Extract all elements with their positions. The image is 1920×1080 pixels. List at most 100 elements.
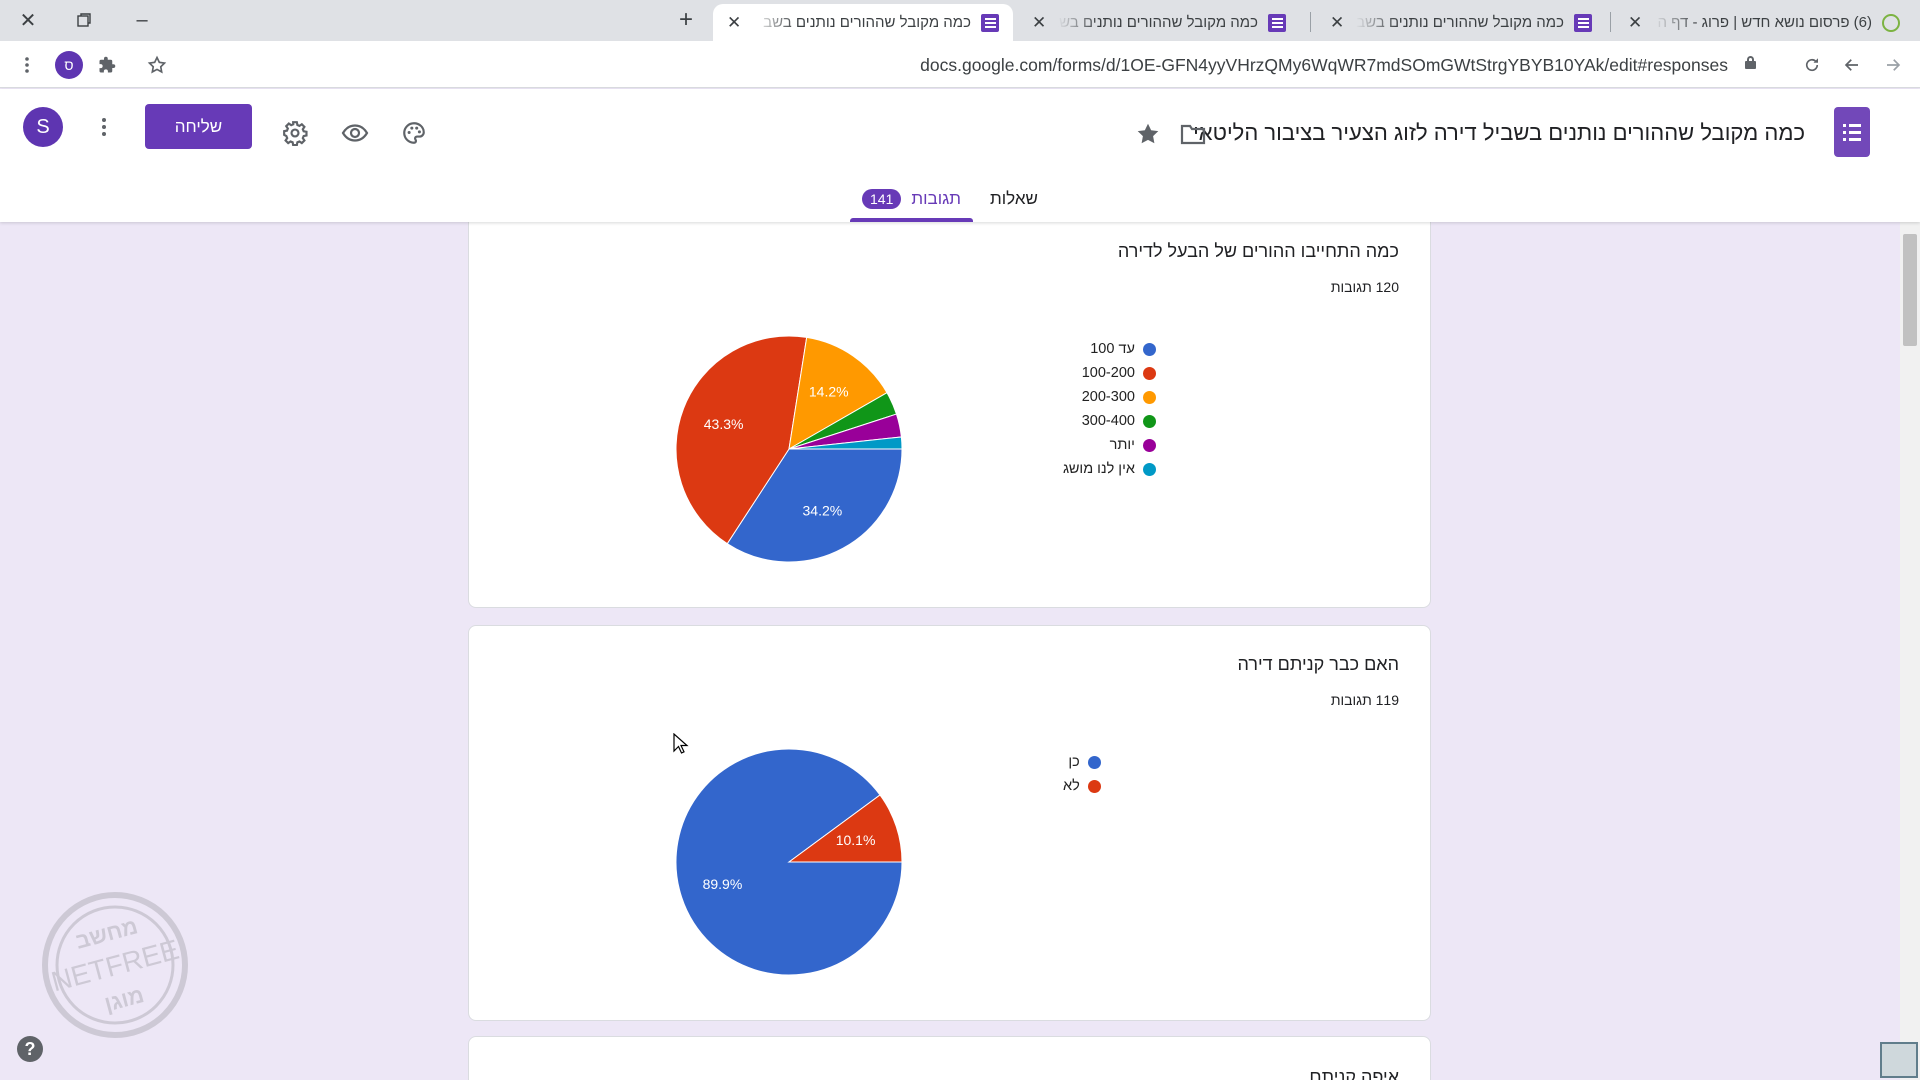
chart-legend: כן לא (1063, 750, 1101, 798)
netfree-watermark-logo: מחשב NETFREE מוגן (42, 892, 188, 1038)
tab-title: (6) פרסום נושא חדש | פרוג - דף ה (1657, 14, 1872, 31)
question-title: איפה קניתם (1309, 1067, 1399, 1080)
tab-close-icon[interactable]: ✕ (1032, 12, 1047, 32)
lock-icon[interactable] (1745, 56, 1756, 69)
tab-close-icon[interactable]: ✕ (1330, 12, 1345, 32)
browser-tab-active[interactable]: כמה מקובל שההורים נותנים בשב ✕ (713, 4, 1013, 41)
pie-slice[interactable] (788, 436, 903, 450)
legend-item[interactable]: אין לנו מושג (1063, 457, 1156, 481)
pie-slice[interactable] (675, 748, 903, 976)
palette-icon[interactable] (399, 118, 429, 148)
scrollbar-thumb[interactable] (1903, 234, 1917, 346)
window-minimize-icon[interactable]: – (136, 8, 148, 31)
browser-tab[interactable]: כמה מקובל שההורים נותנים בשב ✕ (1316, 4, 1606, 41)
star-icon[interactable] (1133, 119, 1163, 149)
page-scrollbar[interactable] (1900, 222, 1920, 1080)
legend-item[interactable]: 100-200 (1063, 361, 1156, 385)
pie-slice-label: 43.3% (704, 416, 744, 432)
tab-responses[interactable]: תגובות 141 (862, 176, 961, 222)
legend-item[interactable]: כן (1063, 750, 1101, 774)
help-icon[interactable]: ? (17, 1036, 43, 1062)
browser-profile-avatar[interactable]: ס (55, 51, 83, 79)
settings-gear-icon[interactable] (280, 118, 310, 148)
preview-eye-icon[interactable] (340, 118, 370, 148)
legend-item[interactable]: יותר (1063, 433, 1156, 457)
question-summary-card: כמה התחייבו ההורים של הבעל לדירה 120 תגו… (468, 200, 1431, 608)
tab-close-icon[interactable]: ✕ (727, 12, 742, 32)
browser-tab-strip: ✕ – + כמה מקובל שההורים נותנים בשב ✕ כמה… (0, 0, 1920, 41)
url-text: docs.google.com/forms/d/1OE-GFN4yyVHrzQM… (920, 55, 1728, 75)
browser-tab[interactable]: כמה מקובל שההורים נותנים בשב ✕ (1018, 4, 1300, 41)
google-forms-icon (1268, 13, 1286, 32)
tab-title: כמה מקובל שההורים נותנים בשב (763, 14, 971, 31)
legend-label: 300-400 (1081, 413, 1135, 429)
legend-label: יותר (1109, 437, 1135, 453)
new-tab-button[interactable]: + (678, 6, 693, 33)
question-summary-card: איפה קניתם (468, 1036, 1431, 1080)
legend-item[interactable]: 200-300 (1063, 385, 1156, 409)
tab-title: כמה מקובל שההורים נותנים בשב (1356, 14, 1564, 31)
legend-label: כן (1068, 754, 1080, 770)
legend-item[interactable]: עד 100 (1063, 337, 1156, 361)
chart-legend: עד 100 100-200 200-300 300-400 יותר אין לנו מ… (1063, 337, 1156, 481)
browser-toolbar: ס docs.google.com/forms/d/1OE-GFN4yyVHrz… (0, 41, 1920, 88)
google-forms-icon (1574, 13, 1592, 32)
account-avatar[interactable]: S (23, 107, 63, 147)
legend-swatch (1142, 438, 1156, 452)
green-circle-icon (1882, 13, 1900, 32)
pie-slice[interactable] (788, 336, 888, 450)
response-count: 119 תגובות (1330, 692, 1399, 708)
legend-label: אין לנו מושג (1063, 461, 1135, 477)
pie-chart[interactable]: 89.9% 10.1% (669, 742, 909, 982)
google-forms-icon (981, 13, 999, 32)
window-restore-icon[interactable] (56, 0, 112, 40)
legend-swatch (1087, 779, 1101, 793)
window-close-icon[interactable]: ✕ (19, 9, 37, 32)
taskbar-app-icon[interactable] (1880, 1042, 1918, 1078)
legend-swatch (1142, 390, 1156, 404)
tab-questions-label: שאלות (990, 189, 1038, 208)
extensions-puzzle-icon[interactable] (93, 51, 121, 79)
forward-arrow-icon[interactable] (1879, 51, 1907, 79)
svg-text:מוגן: מוגן (102, 982, 147, 1016)
browser-tab[interactable]: (6) פרסום נושא חדש | פרוג - דף ה ✕ (1614, 4, 1914, 41)
tab-separator (1610, 12, 1611, 32)
legend-swatch (1142, 414, 1156, 428)
legend-label: 200-300 (1081, 389, 1135, 405)
pie-slice-label: 89.9% (703, 876, 743, 892)
form-title[interactable]: כמה מקובל שההורים נותנים בשביל דירה לזוג… (1193, 120, 1805, 145)
question-summary-card: האם כבר קניתם דירה 119 תגובות 89.9% 10.1%… (468, 625, 1431, 1021)
responses-count-badge: 141 (862, 189, 902, 209)
tab-responses-label: תגובות (911, 189, 962, 208)
tab-title: כמה מקובל שההורים נותנים בשב (1058, 14, 1258, 31)
folder-icon[interactable] (1178, 119, 1208, 149)
back-arrow-icon[interactable] (1838, 51, 1866, 79)
more-options-icon[interactable] (92, 113, 116, 141)
form-tabs: שאלות תגובות 141 (0, 176, 1920, 222)
legend-item[interactable]: לא (1063, 774, 1101, 798)
bookmark-star-icon[interactable] (143, 51, 171, 79)
legend-swatch (1142, 366, 1156, 380)
selected-tab-indicator (850, 218, 973, 222)
send-button[interactable]: שליחה (145, 104, 252, 149)
legend-item[interactable]: 300-400 (1063, 409, 1156, 433)
pie-chart[interactable]: 34.2% 43.3% 14.2% (669, 329, 909, 569)
tab-questions[interactable]: שאלות (990, 176, 1038, 222)
tab-close-icon[interactable]: ✕ (1628, 12, 1643, 32)
address-bar[interactable]: docs.google.com/forms/d/1OE-GFN4yyVHrzQM… (166, 46, 1774, 84)
google-forms-logo-icon[interactable] (1834, 107, 1870, 157)
reload-icon[interactable] (1798, 51, 1826, 79)
mouse-cursor-icon (673, 733, 689, 754)
browser-menu-icon[interactable] (13, 51, 41, 79)
pie-slice[interactable] (787, 794, 903, 863)
pie-slice[interactable] (675, 335, 808, 545)
forms-header: כמה מקובל שההורים נותנים בשביל דירה לזוג… (0, 89, 1920, 222)
legend-label: 100-200 (1081, 365, 1135, 381)
legend-swatch (1142, 342, 1156, 356)
question-title: כמה התחייבו ההורים של הבעל לדירה (1117, 241, 1399, 261)
tab-separator (1310, 12, 1311, 32)
legend-swatch (1142, 462, 1156, 476)
legend-label: לא (1063, 778, 1080, 794)
question-title: האם כבר קניתם דירה (1237, 654, 1399, 674)
legend-label: עד 100 (1090, 341, 1135, 357)
